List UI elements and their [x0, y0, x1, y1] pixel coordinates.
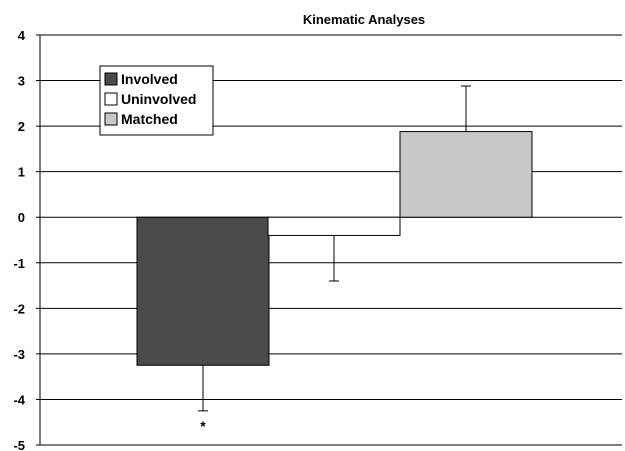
bar-uninvolved	[267, 216, 401, 236]
annotations: *	[200, 418, 206, 434]
y-tick-label: 1	[18, 165, 25, 180]
chart-title: Kinematic Analyses	[303, 12, 425, 27]
y-tick-label: 2	[18, 119, 25, 134]
y-tick-label: -4	[13, 392, 25, 407]
y-axis: 4 3 2 1 0 -1 -2 -3 -4 -5	[13, 28, 41, 451]
y-tick-label: 4	[18, 28, 26, 43]
legend-swatch-matched	[104, 112, 118, 126]
legend-label-uninvolved: Uninvolved	[121, 91, 196, 107]
y-tick-label: -2	[13, 301, 25, 316]
legend: Involved Uninvolved Matched	[99, 65, 214, 136]
y-tick-label: -3	[13, 347, 25, 362]
y-tick-label: 0	[18, 210, 25, 225]
legend-swatch-involved	[104, 72, 118, 86]
legend-label-matched: Matched	[121, 111, 178, 127]
y-tick-label: 3	[18, 74, 25, 89]
legend-label-involved: Involved	[121, 71, 178, 87]
legend-box	[99, 65, 214, 136]
bars	[136, 131, 533, 366]
y-tick-label: -1	[13, 256, 25, 271]
y-tick-label: -5	[13, 438, 25, 451]
bar-matched	[399, 131, 533, 218]
bar-involved	[136, 216, 270, 366]
legend-swatch-uninvolved	[104, 92, 118, 106]
significance-marker: *	[200, 418, 206, 434]
error-bars	[198, 85, 471, 412]
